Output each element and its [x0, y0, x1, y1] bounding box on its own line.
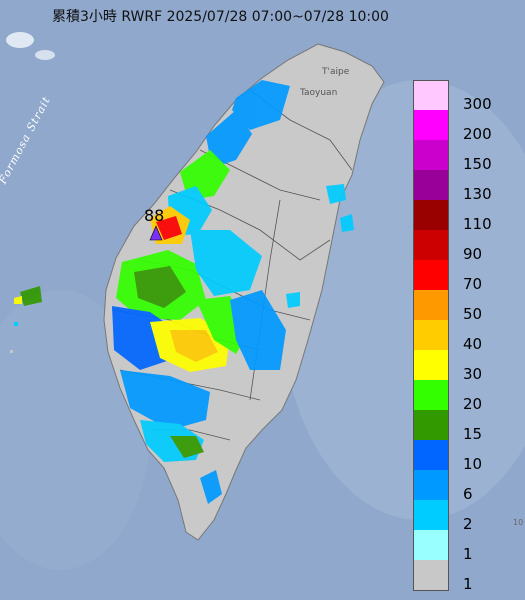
legend-label: 110 [463, 215, 492, 233]
legend-label: 50 [463, 305, 483, 323]
legend-swatch [413, 140, 449, 170]
legend-label: 30 [463, 365, 483, 383]
edge-label: 10 [513, 518, 524, 527]
legend-swatch [413, 260, 449, 290]
legend-label: 40 [463, 335, 483, 353]
legend-swatch [413, 200, 449, 230]
legend-label: 1 [463, 575, 473, 593]
max-marker-icon [149, 225, 163, 241]
rainfall-overlay [14, 80, 354, 504]
legend-swatch [413, 350, 449, 380]
legend-swatch [413, 470, 449, 500]
islet [10, 350, 13, 353]
legend-label: 200 [463, 125, 492, 143]
legend-swatch [413, 560, 449, 591]
legend-swatch [413, 80, 449, 111]
legend-swatch [413, 320, 449, 350]
legend-label: 15 [463, 425, 483, 443]
legend-label: 150 [463, 155, 492, 173]
legend-label: 130 [463, 185, 492, 203]
legend-label: 10 [463, 455, 483, 473]
legend-swatch [413, 170, 449, 200]
legend-swatch [413, 230, 449, 260]
legend-label: 1 [463, 545, 473, 563]
legend-swatch [413, 410, 449, 440]
legend-swatch [413, 380, 449, 410]
legend-label: 20 [463, 395, 483, 413]
city-label-taipei: T'aipe [322, 67, 350, 77]
legend-swatch [413, 500, 449, 530]
coast-cloud [35, 50, 55, 60]
islet [14, 322, 18, 326]
legend-label: 70 [463, 275, 483, 293]
max-value-label: 88 [144, 206, 165, 225]
legend-label: 300 [463, 95, 492, 113]
legend-swatch [413, 290, 449, 320]
coast-cloud [6, 32, 34, 48]
city-label-taoyuan: Taoyuan [300, 88, 338, 98]
page-title: 累積3小時 RWRF 2025/07/28 07:00~07/28 10:00 [52, 9, 389, 25]
legend-swatch [413, 440, 449, 470]
legend-label: 2 [463, 515, 473, 533]
legend-swatch [413, 110, 449, 140]
legend-label: 6 [463, 485, 473, 503]
legend-label: 90 [463, 245, 483, 263]
legend-swatch [413, 530, 449, 560]
